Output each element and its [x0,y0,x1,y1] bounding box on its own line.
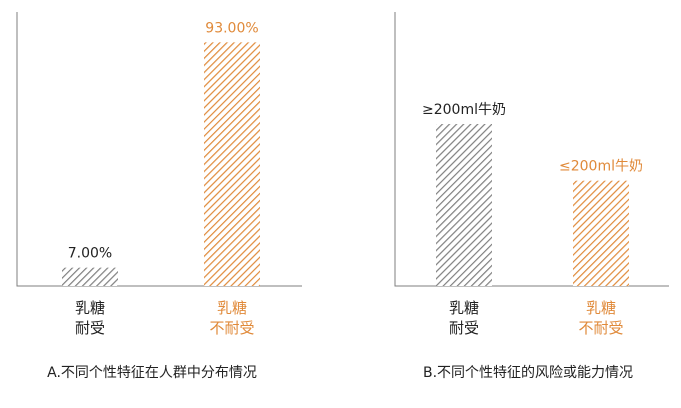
chart-b-bar-lactose-tolerant [436,124,492,286]
chart-b-category-0-line1: 乳糖 [449,299,479,317]
chart-a-category-1-line2: 不耐受 [209,319,254,337]
chart-a-category-0-line2: 耐受 [75,319,105,337]
chart-b: ≥200ml牛奶 ≤200ml牛奶 乳糖 耐受 乳糖 不耐受 B.不同个性特征的… [394,12,669,381]
chart-a-category-0-line1: 乳糖 [75,299,105,317]
chart-b-category-1-line2: 不耐受 [578,319,623,337]
chart-a-bar-lactose-intolerant [204,42,260,287]
chart-a-value-label-1: 93.00% [205,20,258,36]
chart-b-value-label-1: ≤200ml牛奶 [559,159,643,175]
chart-a-bar-lactose-tolerant [62,267,118,286]
chart-b-bar-lactose-intolerant [573,180,629,286]
chart-b-value-label-0: ≥200ml牛奶 [422,102,506,118]
chart-b-category-1-line1: 乳糖 [586,299,616,317]
chart-a: 7.00% 93.00% 乳糖 耐受 乳糖 不耐受 A.不同个性特征在人群中分布… [16,12,302,381]
chart-b-category-0-line2: 耐受 [449,319,479,337]
chart-a-category-1-line1: 乳糖 [217,299,247,317]
chart-b-caption: B.不同个性特征的风险或能力情况 [423,365,633,381]
chart-a-caption: A.不同个性特征在人群中分布情况 [47,365,257,381]
chart-a-value-label-0: 7.00% [68,246,112,262]
